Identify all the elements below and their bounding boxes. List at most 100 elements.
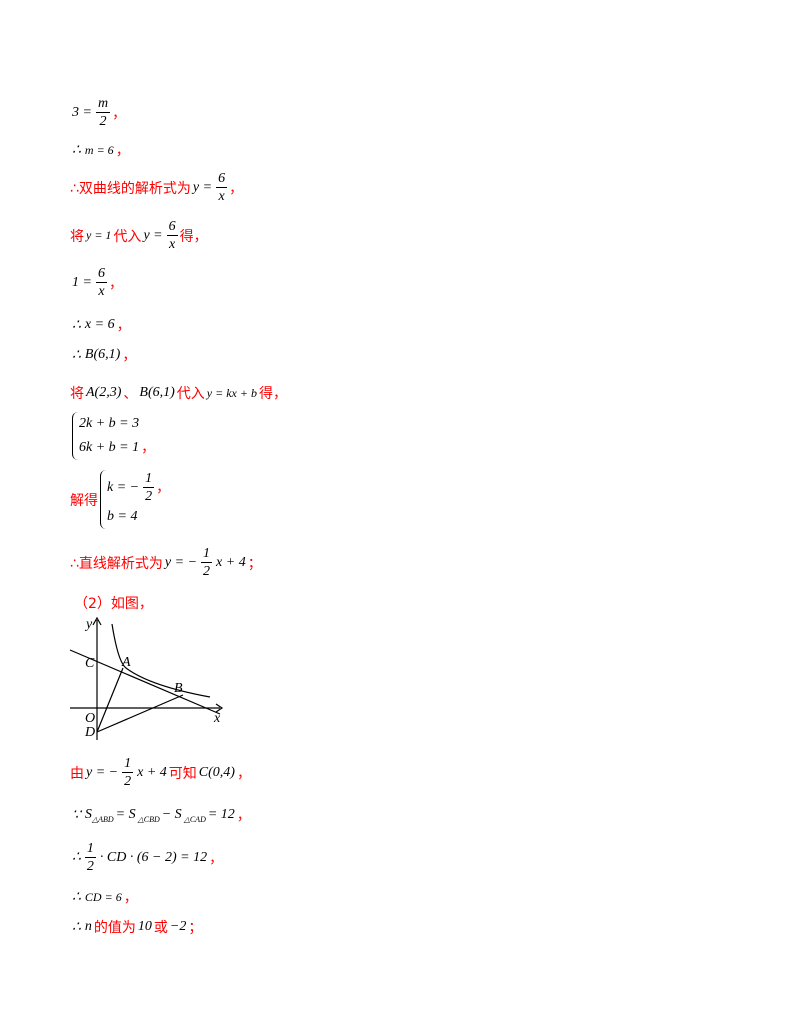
line: 解得 k = −1 2， b = 4 [70,470,170,529]
figure-shape [111,623,211,698]
text: CD = 6 [84,889,122,904]
text: ∴ [72,317,81,333]
text: 2 [99,114,107,129]
text: y = kx + b [206,385,257,400]
figure-shape [69,616,224,740]
line: 3 = m 2 ， [70,95,126,130]
text: 将 [70,386,84,402]
figure-shape [69,649,221,715]
text: O [85,711,95,726]
text: −2 [169,919,187,934]
line: ∴直线解析式为 y = −1 2 x + 4； [70,545,262,580]
text: m [95,96,111,113]
text: ； [247,555,262,572]
text: 2 [145,489,153,504]
text: D [84,725,95,740]
text: A(2,3) [86,385,122,400]
text: x [98,284,105,299]
text: 6 [166,219,178,236]
text: ∴ [72,889,81,905]
text: ， [115,143,130,159]
text: （2）如图， [74,596,153,612]
text: ， [236,808,251,824]
text: 6 [95,266,107,283]
text: 2 [124,774,132,789]
text: n [84,919,92,934]
text: 将 [70,228,84,245]
text: ， [229,180,244,197]
text: ； [188,920,203,936]
text: 的值为 [93,920,136,936]
text: A [121,655,131,670]
text: 1 [143,471,155,488]
text: ， [123,890,138,906]
text: 10 [137,919,152,934]
text: y = 1 [86,228,112,242]
text: m = 6 [84,142,114,157]
text: ， [112,105,127,122]
text: 代入 [113,228,142,245]
text: 3 = [72,104,92,120]
line: ∵ S △ABD = S △CBD − S △CAD = 12， [70,805,251,825]
line: 2k + b = 3 6k + b = 1， [70,412,155,460]
text: 可知 [168,765,197,782]
figure-shape [92,616,102,626]
line: ∴ 1 2 · CD · (6 − 2) = 12， [70,840,223,875]
text: ∴ [72,142,81,158]
text: 1 [122,756,134,773]
text: y = − [164,554,198,570]
figure-shape [96,667,124,733]
text: 6k + b = 1 [79,440,140,455]
text: 2k + b = 3 [79,416,140,431]
line: ∴ n 的值为 10 或 −2； [70,917,202,937]
text: B(6,1) [139,385,175,400]
line: ∴ m = 6， [70,140,130,160]
text: △CBD [137,814,160,824]
text: y = [143,227,163,243]
group: k = −1 2， [105,470,170,505]
text: 或 [153,920,168,936]
text: ∴ [72,919,81,935]
text: x [218,189,225,204]
text: 代入 [176,386,205,402]
text: ， [141,440,156,456]
text: △CAD [183,814,206,824]
figure: y C A B O D x [69,616,224,740]
figure-shape [215,703,224,713]
text: ∴ [72,850,81,865]
text: y [84,617,93,632]
text: C(0,4) [198,764,235,780]
text: B(6,1) [84,347,121,362]
text: x [169,237,176,252]
text: B [174,681,183,696]
text: S [84,807,92,822]
text: 得， [179,228,208,245]
text: − S [161,807,182,822]
text: 6 [216,171,228,188]
text: 2 [203,564,211,579]
text: ， [236,765,251,782]
text: ， [122,348,137,364]
text: · CD · (6 − 2) = 12 [99,849,208,865]
group: k = −1 2， b = 4 [100,470,170,529]
group: 2k + b = 3 6k + b = 1 [72,412,141,460]
text: x [213,711,221,726]
text: ∴双曲线的解析式为 [70,180,191,197]
text: = S [115,807,136,822]
line: （2）如图， [74,593,153,613]
text: ， [156,479,171,496]
text: ∴直线解析式为 [70,555,163,572]
text: 1 [201,546,213,563]
line: ∴ B(6,1)， [70,345,136,365]
text: 2 [86,859,94,874]
text: △ABD [91,814,114,824]
text: ， [209,850,224,867]
